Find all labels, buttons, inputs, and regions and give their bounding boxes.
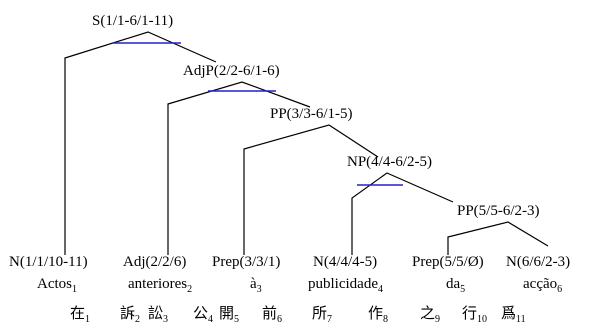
leaf-N6-label: N(6/6/2-3) (506, 254, 570, 270)
edge-PP2 (447, 221, 549, 255)
word-publicidade: publicidade4 (308, 276, 383, 295)
zh-char-7: 所7 (312, 304, 332, 325)
zh-char-1: 在1 (70, 304, 90, 325)
word-da: da5 (446, 276, 465, 295)
zh-char-10: 行10 (462, 304, 487, 325)
word-a: à3 (250, 276, 262, 295)
word-actos: Actos1 (37, 276, 77, 295)
node-NP-label: NP(4/4-6/2-5) (347, 154, 432, 170)
edge-AdjP (167, 81, 311, 255)
node-PP1-label: PP(3/3-6/1-5) (270, 106, 353, 122)
node-S-label: S(1/1-6/1-11) (92, 13, 173, 29)
leaf-N1-label: N(1/1/10-11) (9, 254, 88, 270)
zh-char-2: 訴2 (120, 304, 140, 325)
node-PP2-label: PP(5/5-6/2-3) (457, 203, 540, 219)
zh-char-11: 爲11 (501, 304, 526, 325)
zh-char-6: 前6 (262, 304, 282, 325)
zh-char-3: 訟3 (148, 304, 168, 325)
node-AdjP-label: AdjP(2/2-6/1-6) (183, 63, 280, 79)
word-anteriores: anteriores2 (128, 276, 192, 295)
zh-char-4: 公4 (193, 304, 213, 325)
word-accao: acção6 (523, 276, 562, 295)
edge-S (64, 31, 217, 255)
zh-char-9: 之9 (420, 304, 440, 325)
leaf-N4-label: N(4/4/4-5) (313, 254, 377, 270)
leaf-Prep3-label: Prep(3/3/1) (212, 254, 280, 270)
zh-char-5: 開5 (219, 304, 239, 325)
leaf-Prep5-label: Prep(5/5/Ø) (412, 254, 484, 270)
leaf-Adj2-label: Adj(2/2/6) (123, 254, 186, 270)
edge-PP1 (243, 124, 379, 255)
zh-char-8: 作8 (368, 304, 388, 325)
